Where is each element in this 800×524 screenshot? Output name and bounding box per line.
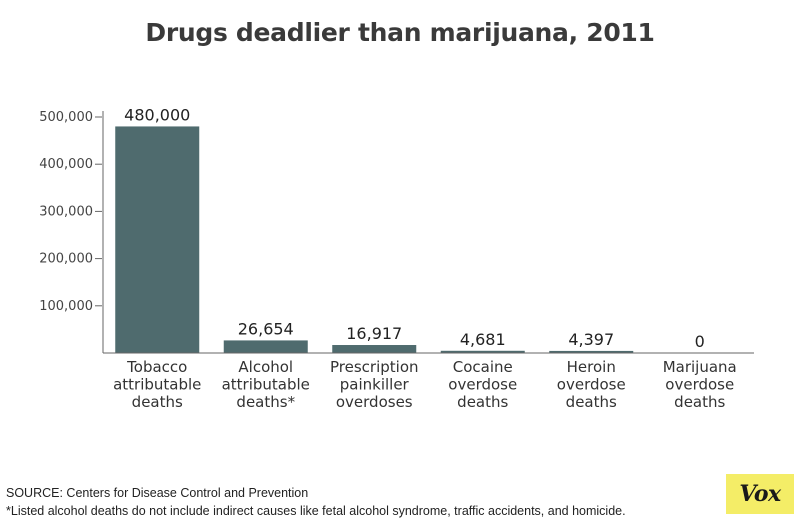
category-label: Tobacco attributable deaths xyxy=(113,358,201,411)
bar xyxy=(115,126,200,353)
bar xyxy=(332,345,417,353)
value-label: 16,917 xyxy=(346,324,402,343)
value-label: 4,681 xyxy=(460,330,506,349)
category-label: Marijuana overdose deaths xyxy=(663,358,737,411)
y-tick-label: 400,000 xyxy=(39,157,93,172)
category-label: Heroin overdose deaths xyxy=(557,358,626,411)
chart-title: Drugs deadlier than marijuana, 2011 xyxy=(145,18,655,47)
value-label: 4,397 xyxy=(568,330,614,349)
vox-logo-text: Vox xyxy=(739,481,781,507)
y-tick-label: 500,000 xyxy=(39,110,93,125)
y-tick-label: 300,000 xyxy=(39,204,93,219)
footnote: *Listed alcohol deaths do not include in… xyxy=(6,504,626,518)
value-label: 0 xyxy=(695,332,705,351)
bar xyxy=(440,350,525,353)
vox-logo: Vox xyxy=(726,474,794,514)
bar xyxy=(549,350,634,353)
category-label: Alcohol attributable deaths* xyxy=(222,358,310,411)
category-label: Cocaine overdose deaths xyxy=(448,358,517,411)
bar xyxy=(223,340,308,353)
value-label: 480,000 xyxy=(124,105,190,124)
value-label: 26,654 xyxy=(238,319,294,338)
category-label: Prescription painkiller overdoses xyxy=(330,358,419,411)
source-note: SOURCE: Centers for Disease Control and … xyxy=(6,486,309,500)
y-tick-label: 100,000 xyxy=(39,299,93,314)
y-tick-label: 200,000 xyxy=(39,252,93,267)
bar-chart: 100,000 200,000 300,000 400,000 500,000 480,0… xyxy=(39,105,754,411)
